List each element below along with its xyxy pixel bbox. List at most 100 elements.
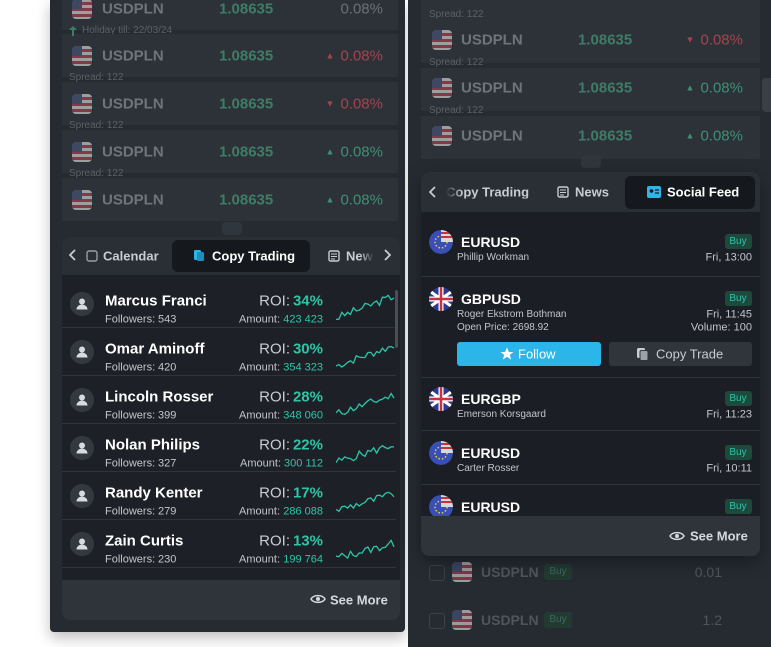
quote-arrow: ▼ [685, 34, 695, 45]
avatar [70, 292, 94, 316]
quote-price: 1.08635 [578, 127, 633, 145]
tab[interactable]: Copy Trading [212, 248, 296, 264]
amount-label: Amount: [240, 457, 281, 470]
amount-label: Amount: [239, 553, 280, 566]
followers-value: 543 [158, 313, 177, 326]
row-amount: 1.2 [702, 612, 722, 628]
trader-name[interactable]: Zain Curtis [105, 532, 184, 550]
trader-row[interactable] [62, 280, 396, 328]
followers-label: Followers: [105, 361, 156, 374]
amount-value: 354 323 [283, 361, 323, 374]
quote-row [421, 116, 760, 159]
flag [72, 142, 92, 162]
quote-symbol: USDPLN [102, 0, 164, 18]
quote-change: 0.08% [340, 95, 383, 113]
flag [452, 562, 472, 582]
feed-author: Carter Rosser [457, 463, 520, 474]
trader-name[interactable]: Lincoln Rosser [105, 388, 214, 406]
see-more-bar [62, 580, 400, 620]
quote-note: Holiday till: 22/03/24 [82, 25, 173, 36]
flag [429, 441, 453, 465]
checkbox [429, 613, 445, 629]
amount-label: Amount: [239, 361, 280, 374]
quote-row [62, 34, 398, 77]
feed-volume: Volume: 100 [690, 321, 752, 334]
followers-label: Followers: [105, 553, 156, 566]
follow-button[interactable] [457, 342, 601, 366]
quote-arrow: ▲ [325, 194, 335, 205]
trader-row[interactable] [62, 424, 396, 472]
flag [72, 190, 92, 210]
feed-symbol: EURUSD [461, 445, 521, 461]
sparkline [336, 392, 395, 415]
tab[interactable]: News [575, 184, 609, 200]
followers-label: Followers: [105, 313, 156, 326]
followers-value: 327 [158, 457, 177, 470]
quote-price: 1.08635 [578, 31, 633, 49]
see-more[interactable]: See More [330, 592, 388, 608]
tab-icon [328, 250, 340, 262]
avatar [70, 532, 94, 556]
followers-value: 420 [158, 361, 177, 374]
quote-price: 1.08635 [219, 0, 274, 18]
amount-label: Amount: [239, 505, 280, 518]
quote-arrow: ▼ [325, 98, 335, 109]
side-tag [725, 499, 752, 514]
quote-arrow: ▲ [325, 146, 335, 157]
tab[interactable]: News [346, 249, 374, 263]
separator [421, 430, 760, 431]
flag [72, 94, 92, 114]
quote-arrow: ▲ [685, 82, 695, 93]
roi-label: ROI: [259, 388, 290, 406]
copy-trade-button[interactable] [609, 342, 752, 366]
tab[interactable]: Calendar [103, 248, 159, 264]
feed-time: Fri, 11:45 [706, 308, 752, 321]
quote-symbol: USDPLN [102, 143, 164, 161]
quote-change: 0.08% [700, 79, 743, 97]
avatar [70, 388, 94, 412]
tab[interactable]: Copy Trading [446, 184, 530, 200]
trader-row[interactable] [62, 520, 396, 568]
avatar [70, 484, 94, 508]
quote-price: 1.08635 [219, 191, 274, 209]
separator [421, 377, 760, 378]
tab[interactable]: Social Feed [667, 184, 740, 200]
roi-label: ROI: [259, 340, 290, 358]
trader-name[interactable]: Marcus Franci [105, 292, 207, 310]
flag [432, 30, 452, 50]
side-handle [762, 78, 771, 112]
avatar [70, 436, 94, 460]
star-icon [500, 347, 514, 360]
side-tag [544, 564, 572, 580]
side-tag [725, 445, 752, 460]
quote-note: Spread: 122 [69, 168, 124, 179]
amount-label: Amount: [239, 313, 280, 326]
copy-trade-label[interactable]: Copy Trade [656, 346, 724, 362]
feed-time: Fri, 10:11 [706, 462, 752, 475]
follow-label[interactable]: Follow [518, 346, 556, 362]
flag [452, 610, 472, 630]
trader-row[interactable] [62, 376, 396, 424]
quote-symbol: USDPLN [102, 95, 164, 113]
quote-arrow: ▲ [685, 130, 695, 141]
followers-label: Followers: [105, 409, 156, 422]
flag [72, 0, 92, 19]
quote-row [62, 130, 398, 173]
followers-label: Followers: [105, 457, 156, 470]
roi-value: 22% [292, 436, 323, 454]
flag [429, 287, 453, 311]
trader-name[interactable]: Omar Aminoff [105, 340, 205, 358]
feed-time: Fri, 11:23 [706, 408, 752, 421]
trader-row[interactable] [62, 328, 396, 376]
roi-label: ROI: [259, 532, 290, 550]
quote-price: 1.08635 [219, 143, 274, 161]
sparkline [336, 444, 395, 464]
trader-row[interactable] [62, 472, 396, 520]
trader-name[interactable]: Randy Kenter [105, 484, 203, 502]
row-symbol: USDPLN [481, 612, 539, 628]
see-more[interactable]: See More [690, 528, 748, 544]
trader-name[interactable]: Nolan Philips [105, 436, 201, 454]
separator [421, 484, 760, 485]
see-more-bar [421, 516, 760, 556]
